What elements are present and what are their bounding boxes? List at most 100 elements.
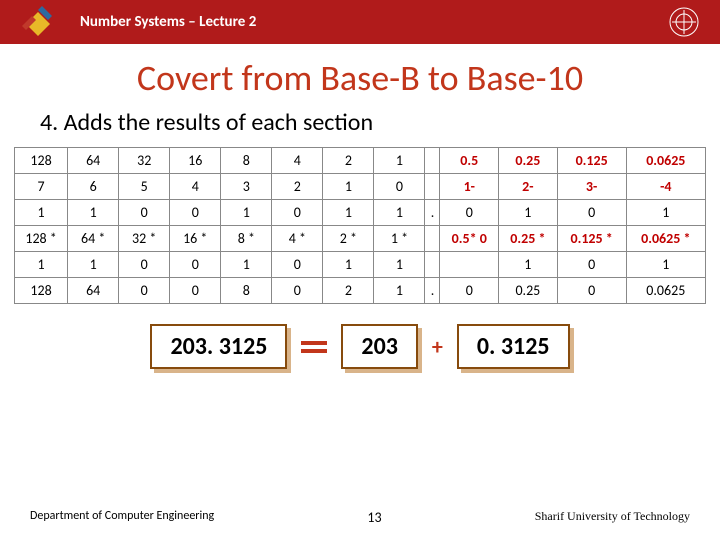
table-cell: 1 [374,278,425,304]
table-cell: 0 [170,278,221,304]
table-cell: 1 [68,200,119,226]
table-cell: 2 [323,148,374,174]
step-title: 4. Adds the results of each section [40,108,720,137]
table-cell: 0.25 * [499,226,558,252]
table-cell: 0 [119,278,170,304]
table-cell: 5 [119,174,170,200]
table-cell: 2 * [323,226,374,252]
table-cell: 0 [557,252,626,278]
table-cell: 1- [440,174,499,200]
table-cell: 0 [440,278,499,304]
table-cell: 32 * [119,226,170,252]
table-row: 11001011.0101 [15,200,706,226]
table-cell: 6 [68,174,119,200]
table-cell: 0 [272,200,323,226]
table-cell: 4 [170,174,221,200]
int-box: 203 [341,324,418,369]
conversion-table: 12864321684210.50.250.1250.0625765432101… [14,147,706,304]
table-cell [425,148,440,174]
table-cell: 1 [626,252,705,278]
table-cell: 4 * [272,226,323,252]
result-box: 203. 3125 [150,324,287,369]
table-cell: 64 [68,148,119,174]
table-cell: 0 [557,278,626,304]
footer-left: Department of Computer Engineering [30,509,214,526]
table-cell: 1 [68,252,119,278]
table-row: 11001011101 [15,252,706,278]
table-cell: 0 [272,252,323,278]
logo-right-icon [668,6,700,38]
footer-right: Sharif University of Technology [535,509,690,526]
table-cell: 8 [221,278,272,304]
table-cell: 1 [626,200,705,226]
table-cell: 0 [374,174,425,200]
table-cell: 3- [557,174,626,200]
table-cell: 0 [272,278,323,304]
table-cell: 128 [15,148,68,174]
table-cell: 0.125 [557,148,626,174]
table-cell [425,174,440,200]
footer-page: 13 [367,509,381,526]
table-cell: 1 [15,200,68,226]
table-cell: 64 [68,278,119,304]
table-cell: 1 [374,200,425,226]
table-cell: 4 [272,148,323,174]
table-cell: 0 [119,200,170,226]
frac-box: 0. 3125 [457,324,570,369]
table-cell: 1 [374,148,425,174]
table-cell: 1 [323,252,374,278]
table-cell: 8 * [221,226,272,252]
table-cell: 2 [323,278,374,304]
table-cell: 1 [499,252,558,278]
table-cell: 2 [272,174,323,200]
table-cell: 1 [374,252,425,278]
table-cell: 32 [119,148,170,174]
table-cell: 0 [557,200,626,226]
plus-symbol: + [432,333,443,360]
table-cell: 0 [170,252,221,278]
table-cell: 0.5* 0 [440,226,499,252]
table-row: 76543210 1-2-3--4 [15,174,706,200]
slide-header: Number Systems – Lecture 2 [0,0,720,44]
table-cell: 1 * [374,226,425,252]
table-cell: 1 [15,252,68,278]
table-cell: 0.0625 [626,278,705,304]
page-title: Covert from Base-B to Base-10 [0,56,720,100]
table-cell: 7 [15,174,68,200]
table-cell: 128 * [15,226,68,252]
table-cell: -4 [626,174,705,200]
table-cell: 128 [15,278,68,304]
table-cell: 0.25 [499,278,558,304]
equals-icon [301,339,327,355]
table-cell: 16 * [170,226,221,252]
table-cell: 0.5 [440,148,499,174]
table-cell: 1 [323,200,374,226]
table-cell [425,252,440,278]
table-cell: 0.125 * [557,226,626,252]
table-cell: 0.0625 [626,148,705,174]
table-cell: 0 [170,200,221,226]
table-row: 128 *64 *32 *16 *8 *4 *2 *1 * 0.5* 00.25 … [15,226,706,252]
table-cell [425,226,440,252]
table-cell: 64 * [68,226,119,252]
table-cell: . [425,200,440,226]
table-cell: 3 [221,174,272,200]
table-cell: 1 [221,200,272,226]
table-row: 12864008021.00.2500.0625 [15,278,706,304]
table-cell: 1 [221,252,272,278]
equation-row: 203. 3125 203 + 0. 3125 [0,324,720,369]
table-row: 1286432168421 0.50.250.1250.0625 [15,148,706,174]
table-cell: 0 [119,252,170,278]
table-cell: 16 [170,148,221,174]
table-cell: 2- [499,174,558,200]
table-cell [440,252,499,278]
table-cell: 8 [221,148,272,174]
table-cell: 0.0625 * [626,226,705,252]
logo-left-icon [18,6,58,42]
table-cell: 0 [440,200,499,226]
table-cell: 1 [323,174,374,200]
table-cell: 0.25 [499,148,558,174]
slide-footer: Department of Computer Engineering 13 Sh… [0,509,720,526]
header-text: Number Systems – Lecture 2 [80,13,256,31]
table-cell: . [425,278,440,304]
